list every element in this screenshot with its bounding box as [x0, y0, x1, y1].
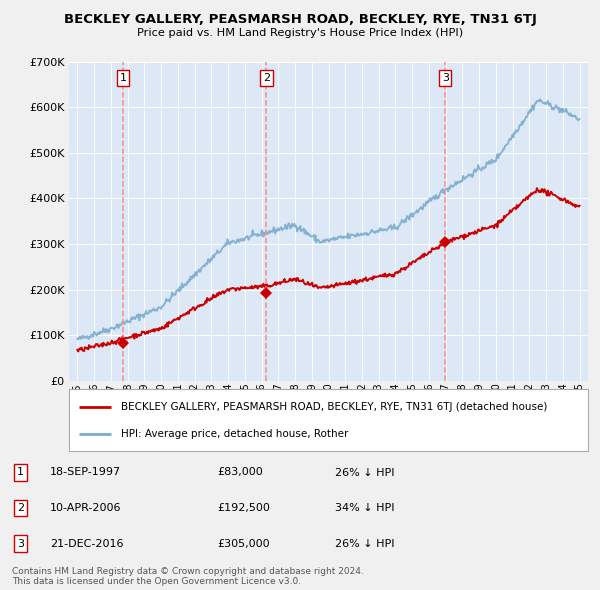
Text: 1: 1 [119, 73, 127, 83]
Text: 21-DEC-2016: 21-DEC-2016 [50, 539, 124, 549]
Text: Contains HM Land Registry data © Crown copyright and database right 2024.: Contains HM Land Registry data © Crown c… [12, 567, 364, 576]
FancyBboxPatch shape [69, 389, 588, 451]
Text: BECKLEY GALLERY, PEASMARSH ROAD, BECKLEY, RYE, TN31 6TJ: BECKLEY GALLERY, PEASMARSH ROAD, BECKLEY… [64, 13, 536, 26]
Text: Price paid vs. HM Land Registry's House Price Index (HPI): Price paid vs. HM Land Registry's House … [137, 28, 463, 38]
Text: HPI: Average price, detached house, Rother: HPI: Average price, detached house, Roth… [121, 429, 348, 439]
Text: This data is licensed under the Open Government Licence v3.0.: This data is licensed under the Open Gov… [12, 577, 301, 586]
Text: BECKLEY GALLERY, PEASMARSH ROAD, BECKLEY, RYE, TN31 6TJ (detached house): BECKLEY GALLERY, PEASMARSH ROAD, BECKLEY… [121, 402, 547, 412]
Text: 18-SEP-1997: 18-SEP-1997 [50, 467, 121, 477]
Text: 2: 2 [263, 73, 270, 83]
Text: 3: 3 [442, 73, 449, 83]
Text: 2: 2 [17, 503, 24, 513]
Text: £83,000: £83,000 [218, 467, 263, 477]
Text: £192,500: £192,500 [218, 503, 271, 513]
Text: £305,000: £305,000 [218, 539, 271, 549]
Text: 26% ↓ HPI: 26% ↓ HPI [335, 467, 395, 477]
Text: 26% ↓ HPI: 26% ↓ HPI [335, 539, 395, 549]
Text: 10-APR-2006: 10-APR-2006 [50, 503, 122, 513]
Text: 1: 1 [17, 467, 24, 477]
Text: 3: 3 [17, 539, 24, 549]
Text: 34% ↓ HPI: 34% ↓ HPI [335, 503, 395, 513]
